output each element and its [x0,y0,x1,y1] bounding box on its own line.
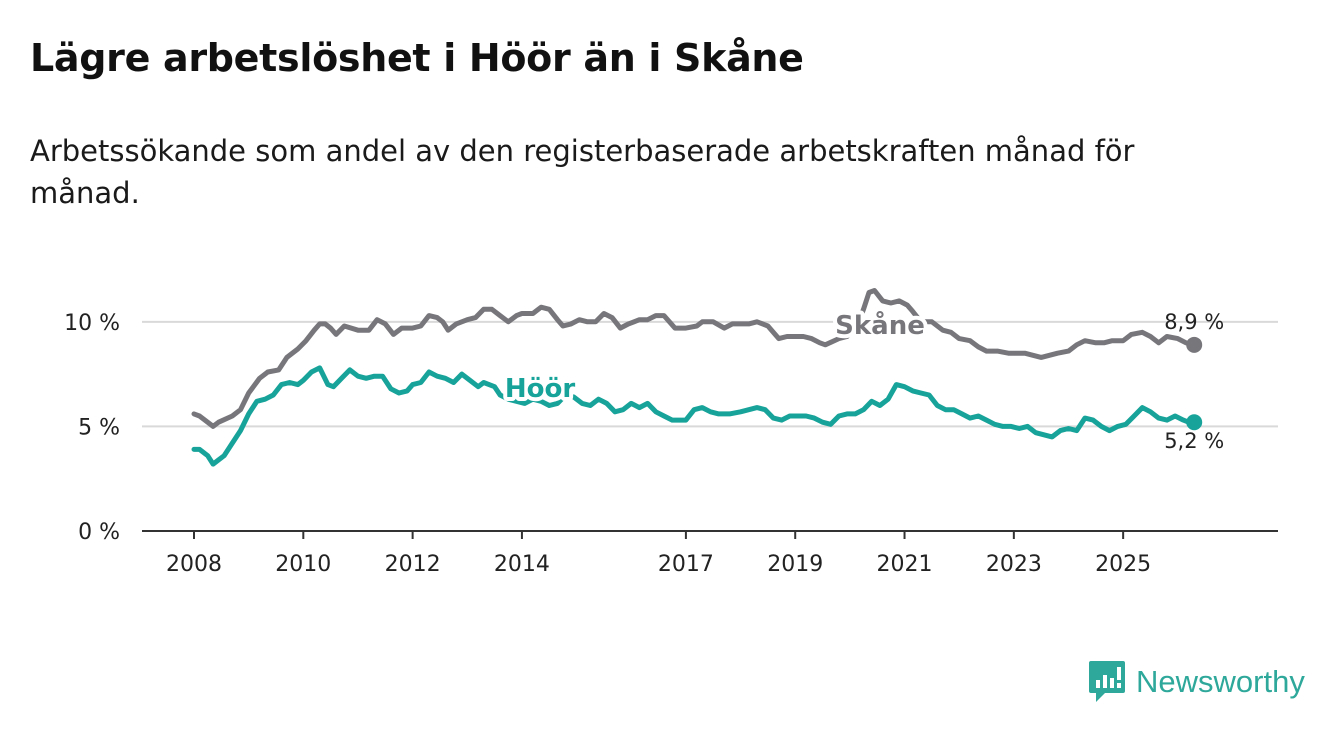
chart-title: Lägre arbetslöshet i Höör än i Skåne [30,36,804,80]
x-tick-label: 2014 [494,552,550,577]
y-tick-label: 10 % [64,311,120,336]
newsworthy-logo[interactable]: Newsworthy [1088,660,1305,704]
series-line-skane [191,288,1197,429]
x-tick-label: 2023 [986,552,1042,577]
series-end-dot-hoor [1186,414,1203,431]
x-tick-label: 2021 [877,552,933,577]
label-layer: 0 % 5 % 10 % 2008 2010 2012 2014 2017 2019 2021 20… [64,305,1224,577]
series-end-label-hoor: 5,2 % [1164,429,1224,453]
brand-name: Newsworthy [1136,664,1305,699]
y-tick-label: 5 % [78,415,120,440]
x-tick-label: 2008 [166,552,222,577]
x-tick-label: 2012 [385,552,441,577]
series-end-dot-skane [1186,336,1203,353]
series-name-label-hoor: Höör [505,374,575,404]
x-tick-label: 2025 [1095,552,1151,577]
y-tick-label: 0 % [78,520,120,545]
series-end-label-skane: 8,9 % [1164,310,1224,334]
x-tick-label: 2010 [275,552,331,577]
grid-layer [142,320,1278,539]
x-tick-label: 2019 [767,552,823,577]
chart-subtitle: Arbetssökande som andel av den registerb… [30,134,1135,210]
newsworthy-logo-icon [1089,661,1125,702]
series-layer [191,288,1203,467]
series-name-label-skane: Skåne [835,309,925,341]
series-line-hoor [191,365,1197,467]
x-tick-label: 2017 [658,552,714,577]
